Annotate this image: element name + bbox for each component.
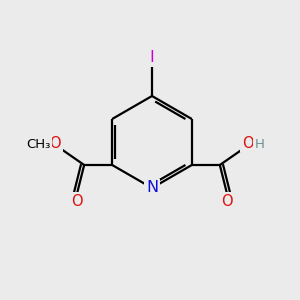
Text: O: O xyxy=(242,136,254,151)
Text: N: N xyxy=(146,181,158,196)
Text: O: O xyxy=(50,136,61,151)
Text: O: O xyxy=(71,194,83,208)
Text: O: O xyxy=(221,194,232,208)
Text: H: H xyxy=(255,137,265,151)
Text: I: I xyxy=(150,50,154,65)
Text: CH₃: CH₃ xyxy=(26,139,50,152)
